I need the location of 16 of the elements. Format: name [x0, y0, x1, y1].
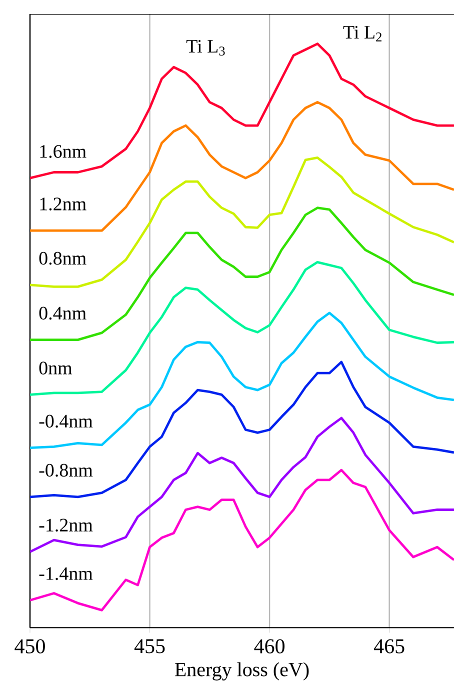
x-tick-label: 465	[374, 639, 404, 654]
x-axis-title: Energy loss (eV)	[175, 662, 309, 680]
series-label: -1.2nm	[39, 518, 93, 532]
x-tick-label: 455	[134, 639, 165, 654]
series-label: 0nm	[39, 362, 72, 374]
x-tick-label: 450	[14, 639, 45, 654]
series-label: -0.4nm	[39, 414, 93, 428]
series-label: -1.4nm	[39, 567, 93, 580]
series-label: 1.2nm	[40, 198, 86, 210]
series-label: 1.6nm	[40, 145, 86, 158]
x-tick-label: 460	[254, 639, 284, 654]
annotation: Ti L$_{3}$	[186, 40, 225, 56]
series-label: 0.8nm	[39, 252, 86, 265]
series-label: -0.8nm	[39, 464, 93, 477]
series-label: 0.4nm	[39, 306, 86, 320]
text: Ti L$_{2}$	[343, 26, 382, 42]
